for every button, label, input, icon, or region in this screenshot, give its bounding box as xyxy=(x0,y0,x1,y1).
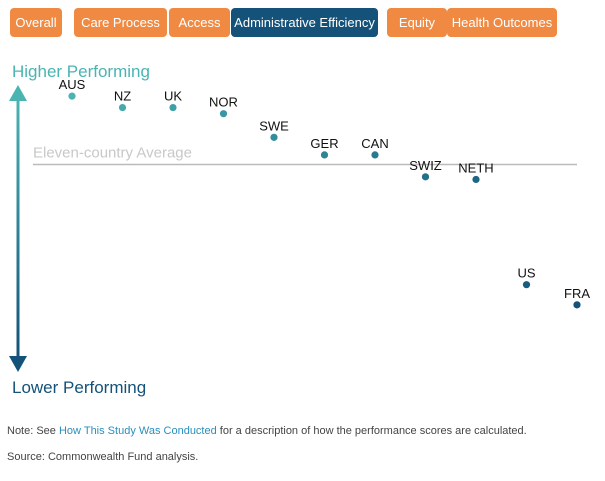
point-label-fra: FRA xyxy=(564,286,590,301)
tab-health-outcomes[interactable]: Health Outcomes xyxy=(447,8,557,37)
lower-performing-label: Lower Performing xyxy=(12,378,147,397)
point-nz[interactable] xyxy=(118,103,127,112)
note-suffix: for a description of how the performance… xyxy=(216,425,527,437)
point-label-swe: SWE xyxy=(259,118,289,133)
point-fra[interactable] xyxy=(573,301,581,309)
point-nor[interactable] xyxy=(219,110,228,118)
tab-overall[interactable]: Overall xyxy=(10,8,62,37)
tab-care-process[interactable]: Care Process xyxy=(74,8,167,37)
point-swe[interactable] xyxy=(270,133,278,141)
tab-administrative-efficiency[interactable]: Administrative Efficiency xyxy=(231,8,378,37)
point-us[interactable] xyxy=(522,281,531,289)
point-label-ger: GER xyxy=(310,136,338,151)
point-aus[interactable] xyxy=(68,92,76,100)
source-line: Source: Commonwealth Fund analysis. xyxy=(7,451,199,463)
study-link[interactable]: How This Study Was Conducted xyxy=(58,425,217,437)
data-points: AUS NZ UK NOR SWE GER CAN SWIZ NETH US FRA xyxy=(59,77,590,309)
point-label-nor: NOR xyxy=(209,95,238,110)
higher-performing-label: Higher Performing xyxy=(12,62,150,81)
point-label-aus: AUS xyxy=(59,77,86,92)
point-can[interactable] xyxy=(371,151,379,159)
tab-equity[interactable]: Equity xyxy=(387,8,447,37)
point-uk[interactable] xyxy=(169,103,177,112)
point-neth[interactable] xyxy=(472,175,480,184)
arrow-up-icon xyxy=(9,85,27,101)
point-label-us: US xyxy=(517,266,535,281)
point-label-uk: UK xyxy=(164,89,182,104)
point-label-can: CAN xyxy=(361,136,388,151)
point-label-nz: NZ xyxy=(114,89,131,104)
footnote: Note: See How This Study Was Conducted f… xyxy=(7,425,527,437)
vertical-axis-arrow xyxy=(9,85,27,372)
point-swiz[interactable] xyxy=(421,173,430,181)
tab-access[interactable]: Access xyxy=(169,8,230,37)
point-label-neth: NETH xyxy=(458,160,493,175)
note-prefix: Note: See xyxy=(7,425,59,437)
point-ger[interactable] xyxy=(320,151,329,159)
point-label-swiz: SWIZ xyxy=(409,158,442,173)
axis-shaft xyxy=(16,99,20,357)
average-label: Eleven-country Average xyxy=(33,145,192,162)
arrow-down-icon xyxy=(9,356,27,372)
